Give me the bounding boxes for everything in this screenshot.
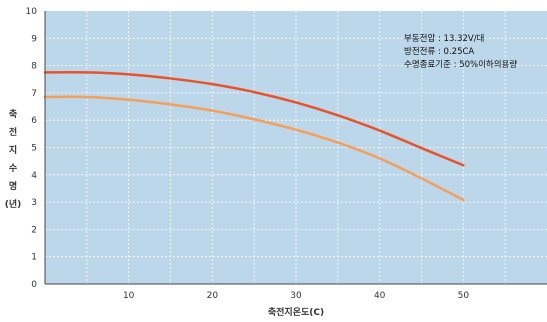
annotation-box: 부동전압 : 13.32V/대 방전전류 : 0.25CA 수명종료기준 : 5…: [404, 33, 517, 70]
series-line-2: [43, 95, 465, 202]
y-axis-label-char: 전: [9, 126, 17, 138]
y-tick-label: 8: [31, 62, 37, 72]
x-tick-label: 20: [207, 291, 219, 301]
y-tick-label: 5: [31, 144, 37, 154]
x-axis-label: 축전지온도(C): [268, 306, 324, 318]
y-tick-label: 4: [31, 171, 37, 181]
y-tick-label: 2: [31, 225, 37, 235]
y-tick-labels: 0 1 2 3 4 5 6 7 8 9 10: [26, 7, 38, 290]
y-axis-label-char: 지: [9, 144, 17, 156]
y-tick-label: 6: [31, 116, 37, 126]
y-axis-label-char: 명: [9, 180, 17, 192]
y-tick-label: 7: [31, 89, 37, 99]
y-axis-label-char: (년): [5, 198, 22, 210]
annotation-end-of-life: 수명종료기준 : 50%이하의용량: [404, 59, 517, 70]
y-tick-label: 3: [31, 198, 37, 208]
annotation-discharge-current: 방전전류 : 0.25CA: [404, 46, 474, 57]
y-tick-label: 0: [31, 280, 37, 290]
grid: [45, 11, 547, 284]
series-line-1: [43, 71, 465, 167]
y-tick-label: 9: [31, 34, 37, 44]
x-tick-label: 30: [290, 291, 302, 301]
x-tick-label: 40: [374, 291, 386, 301]
annotation-float-voltage: 부동전압 : 13.32V/대: [404, 33, 484, 44]
series-lines: [43, 71, 465, 202]
y-tick-label: 1: [31, 253, 37, 263]
y-tick-label: 10: [26, 7, 38, 17]
x-tick-label: 50: [458, 291, 470, 301]
y-axis-label-char: 수: [9, 163, 17, 174]
y-axis-label: 축 전 지 수 명 (년): [5, 108, 22, 210]
y-axis-label-char: 축: [9, 108, 17, 120]
x-tick-labels: 10 20 30 40 50: [123, 291, 469, 301]
x-tick-label: 10: [123, 291, 135, 301]
